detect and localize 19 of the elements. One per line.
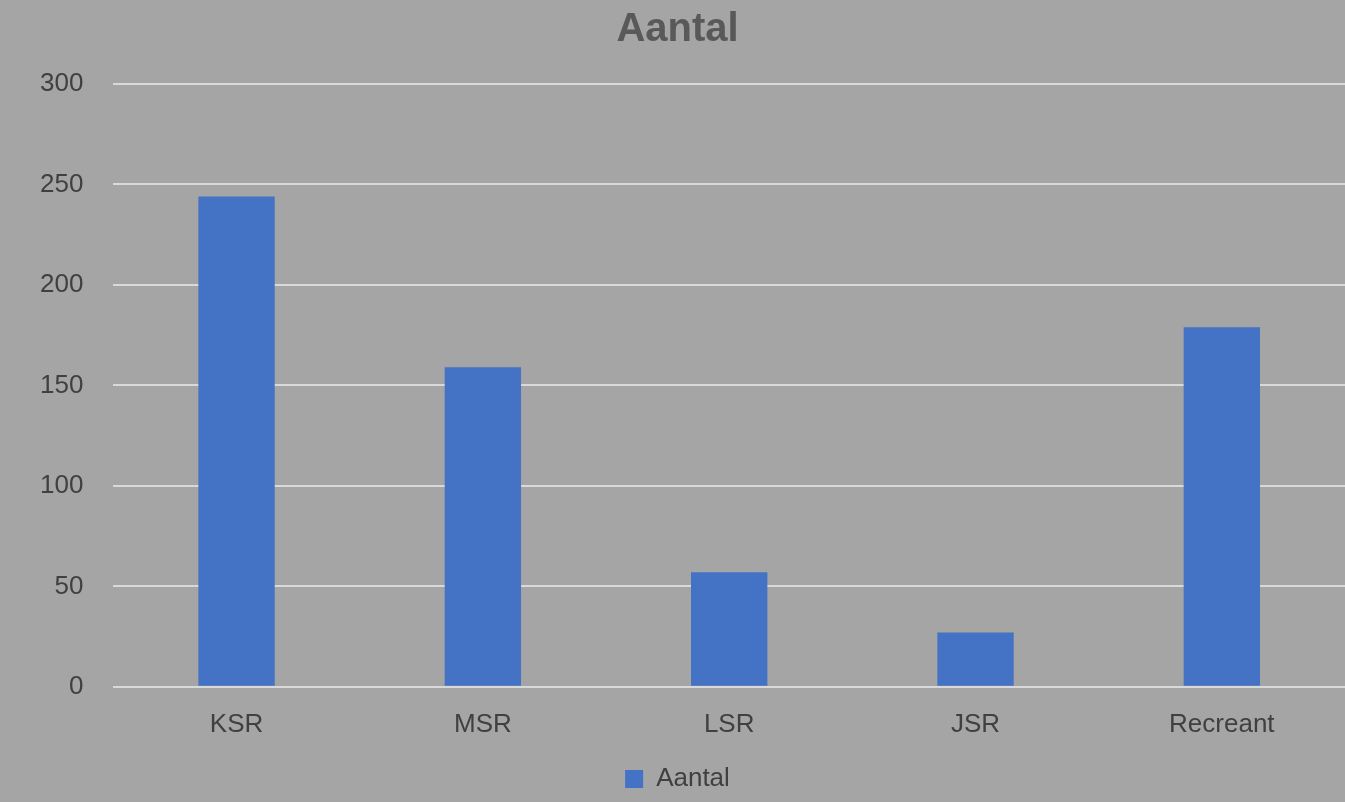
x-tick-label: Recreant [1169, 707, 1276, 738]
x-tick-label: MSR [453, 707, 512, 738]
x-tick-label: KSR [209, 707, 264, 738]
x-tick-label: JSR [950, 707, 1001, 738]
y-tick-label: 50 [54, 569, 84, 600]
bar [198, 196, 275, 686]
y-tick-label: 0 [68, 669, 84, 700]
legend-label: Aantal [656, 762, 730, 793]
y-tick-label: 300 [39, 67, 84, 98]
y-tick-label: 250 [39, 167, 84, 198]
bar [691, 572, 768, 686]
chart-title: Aantal [616, 5, 739, 50]
bar [1183, 327, 1261, 686]
y-tick-label: 150 [39, 368, 84, 399]
y-tick-label: 200 [39, 268, 84, 299]
bar [444, 367, 522, 686]
bar [937, 632, 1014, 686]
x-tick-label: LSR [703, 707, 755, 738]
y-tick-label: 100 [39, 469, 84, 500]
